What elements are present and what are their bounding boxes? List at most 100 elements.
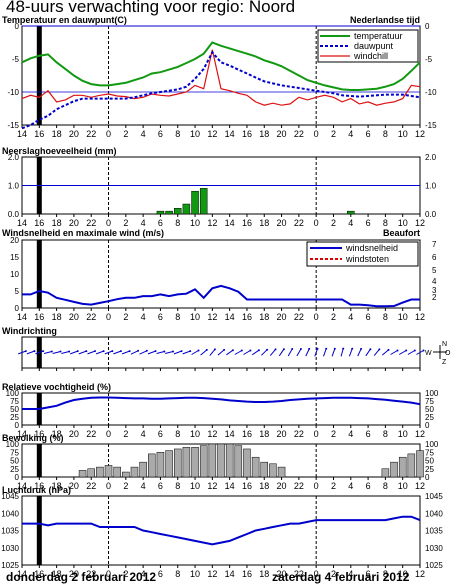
wind-arrow-head	[378, 348, 381, 351]
time-label: 10	[190, 312, 200, 322]
time-label: 22	[86, 481, 96, 491]
time-label: 22	[294, 218, 304, 228]
time-label: 2	[123, 481, 128, 491]
cloud-bar	[381, 468, 390, 478]
wind-arrow-head	[145, 349, 148, 352]
y-tick-right: 25	[425, 413, 434, 422]
time-label: 14	[225, 481, 235, 491]
time-label: 8	[175, 218, 180, 228]
time-label: 22	[86, 429, 96, 439]
time-label: 20	[277, 569, 287, 579]
time-label: 4	[348, 429, 353, 439]
wind-legend-box	[306, 241, 419, 267]
wind-arrow	[390, 350, 398, 355]
time-label: 6	[366, 218, 371, 228]
beaufort-tick: 6	[432, 253, 437, 262]
y-tick-left: 15	[10, 253, 19, 262]
wind-arrow	[78, 350, 87, 355]
cloud-bar	[199, 445, 208, 478]
y-tick-left: 100	[6, 440, 20, 449]
time-label: 18	[52, 429, 62, 439]
time-label: 2	[123, 569, 128, 579]
y-tick-right: 1035	[425, 527, 443, 536]
cloud-bar	[96, 466, 104, 478]
wind-arrow-head	[180, 350, 183, 353]
wind-arrow-head	[213, 348, 216, 351]
wind-arrow	[407, 350, 416, 355]
time-label: 16	[242, 569, 252, 579]
y-tick-left: 20	[10, 236, 19, 245]
time-label: 4	[348, 218, 353, 228]
time-label: 2	[123, 312, 128, 322]
wind-arrow	[156, 351, 165, 354]
time-label: 20	[277, 218, 287, 228]
wind-arrow-head	[68, 350, 71, 353]
wind-arrow-head	[172, 350, 174, 353]
wind-arrow-head	[119, 350, 122, 353]
wind-arrow	[340, 348, 344, 357]
cloud-bar	[398, 456, 407, 478]
time-label: 12	[415, 129, 425, 139]
time-label: 18	[52, 312, 62, 322]
time-label: 10	[398, 569, 408, 579]
precip-bar	[173, 208, 182, 215]
wind-arrow-head	[249, 349, 252, 352]
cloud-bar	[104, 465, 113, 478]
cloud-bar	[416, 450, 424, 478]
panel-title-5: Bewolking (%)	[2, 433, 64, 443]
y-tick-left: 1035	[1, 527, 19, 536]
time-label: 4	[348, 312, 353, 322]
wind-arrow-head	[111, 350, 114, 353]
compass-n: N	[442, 341, 447, 348]
time-label: 12	[415, 569, 425, 579]
time-label: 12	[207, 218, 217, 228]
y-tick-left: 0	[15, 304, 20, 313]
wind-arrow-head	[128, 350, 131, 353]
wind-arrow	[173, 350, 182, 355]
time-label: 12	[207, 129, 217, 139]
time-label: 18	[52, 481, 62, 491]
time-label: 10	[398, 481, 408, 491]
time-label: 8	[383, 218, 388, 228]
day-label-right: zaterdag 4 februari 2012	[272, 570, 410, 584]
time-label: 12	[207, 429, 217, 439]
time-label: 6	[366, 312, 371, 322]
time-label: 18	[259, 312, 269, 322]
time-label: 16	[34, 481, 44, 491]
wind-arrow-head	[291, 348, 294, 350]
panel-title-6: Luchtdruk (hPa)	[2, 485, 71, 495]
wind-arrow	[314, 348, 318, 357]
y-tick-right: 1040	[425, 509, 443, 518]
time-label: 8	[175, 429, 180, 439]
panel-title-1: Neerslaghoeveelheid (mm)	[2, 146, 117, 156]
y-tick-left: 75	[10, 397, 19, 406]
wind-arrow-head	[351, 347, 354, 350]
time-label: 8	[175, 481, 180, 491]
time-label: 2	[331, 569, 336, 579]
time-label: 12	[415, 429, 425, 439]
wind-arrow-head	[274, 348, 277, 351]
wind-arrow-head	[163, 350, 166, 353]
now-marker	[36, 26, 42, 125]
cloud-bar	[234, 445, 243, 478]
time-label: 0	[314, 569, 319, 579]
wind-arrow-head	[333, 347, 336, 350]
time-label: 0	[106, 129, 111, 139]
time-label: 10	[190, 129, 200, 139]
time-label: 16	[34, 429, 44, 439]
time-label: 8	[383, 312, 388, 322]
y-tick-right: 25	[425, 465, 434, 474]
now-marker	[36, 240, 42, 308]
wind-arrow-head	[396, 349, 399, 352]
legend-label: dauwpunt	[354, 41, 394, 51]
time-label: 16	[242, 312, 252, 322]
wind-arrow-head	[240, 349, 243, 352]
time-label: 0	[314, 312, 319, 322]
legend-label: temperatuur	[354, 31, 403, 41]
wind-arrow	[416, 350, 424, 355]
y-tick-left: 75	[10, 448, 19, 457]
time-label: 16	[242, 481, 252, 491]
wind-arrow	[61, 351, 70, 354]
wind-arrow-head	[205, 348, 208, 351]
